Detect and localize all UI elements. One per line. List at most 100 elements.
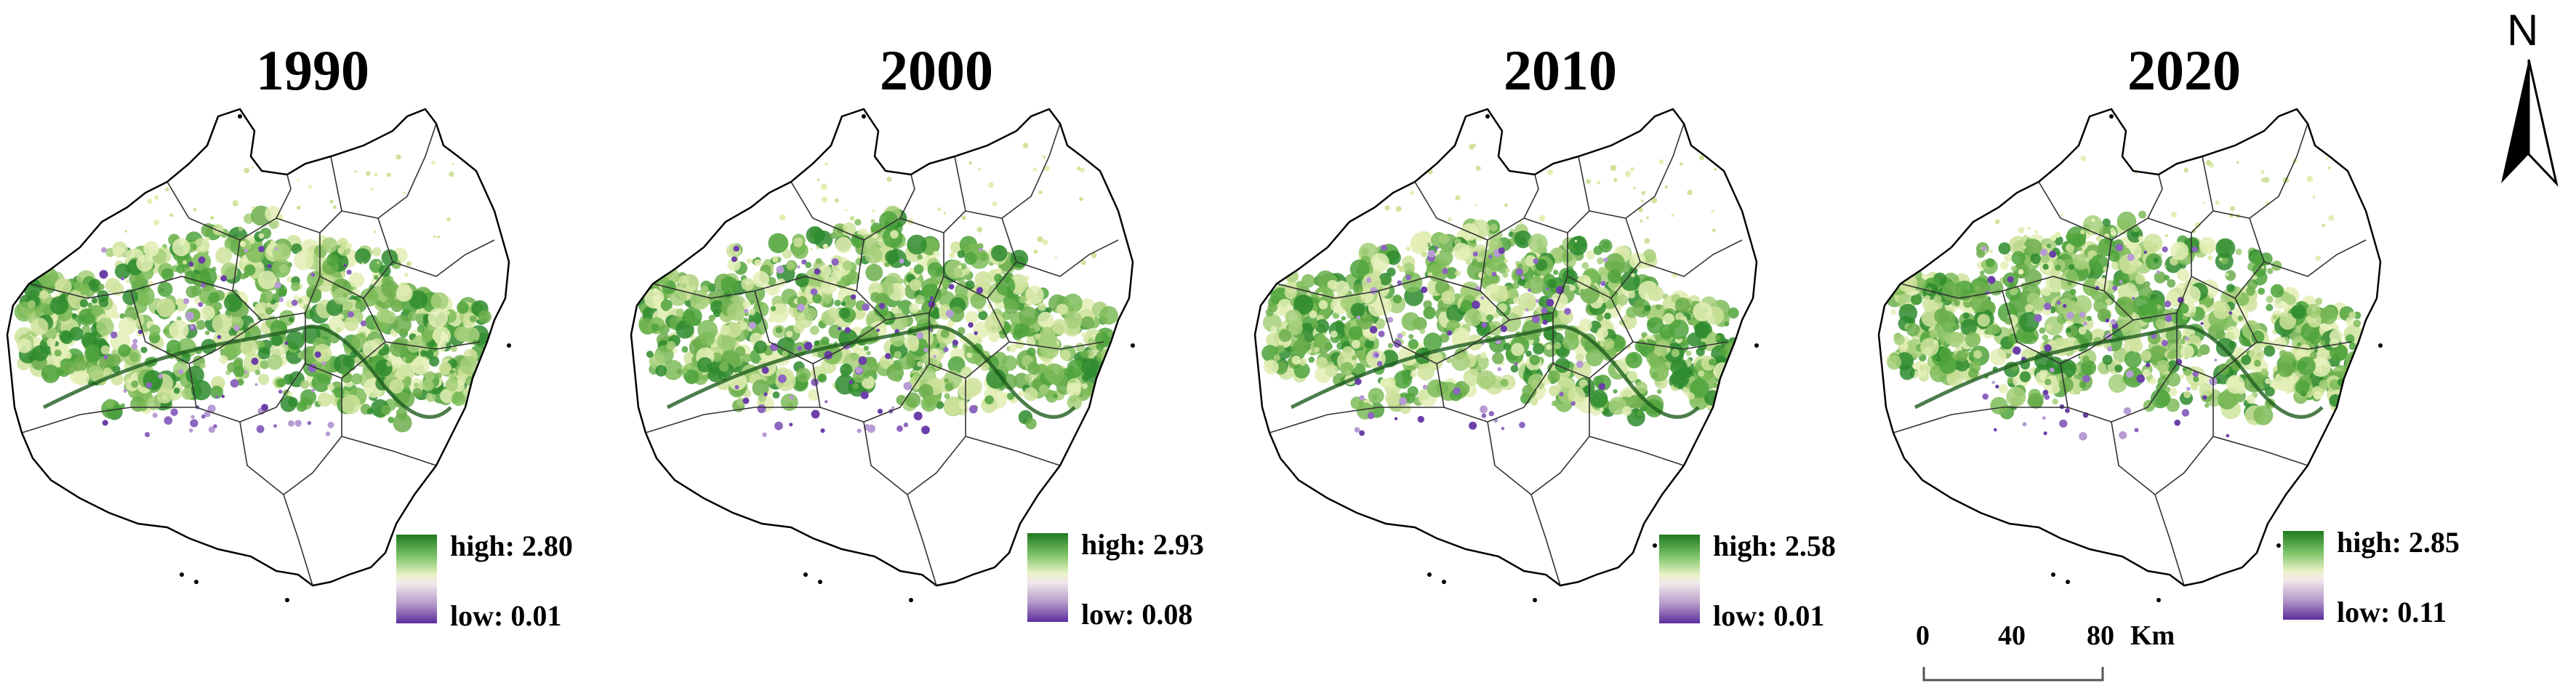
district-boundary (1269, 407, 1444, 434)
island-outline (1253, 108, 1759, 602)
island-outline (1877, 108, 2383, 602)
district-boundary (1530, 494, 1561, 586)
islet (194, 580, 198, 584)
district-boundary (2212, 436, 2308, 466)
north-letter: N (2507, 6, 2539, 55)
district-boundary (1893, 407, 2068, 434)
legend-color-ramp (2283, 531, 2324, 620)
district-boundary (1436, 313, 1554, 423)
district-boundary (965, 436, 1061, 466)
district-boundary (907, 494, 937, 586)
district-boundary (2234, 297, 2352, 350)
district-boundary (1001, 217, 1119, 277)
island-outline (630, 108, 1135, 602)
legend-high-label: high: 2.93 (1081, 528, 1204, 561)
coastline (1253, 108, 1758, 587)
islet (1131, 343, 1135, 348)
district-boundary (377, 217, 495, 277)
district-boundary (965, 123, 1061, 219)
islet (2378, 343, 2383, 348)
district-boundary (1480, 233, 1568, 321)
panel-title: 2020 (2127, 39, 2241, 102)
islet (803, 572, 808, 577)
vegetation-patches (1885, 151, 2366, 441)
legend-low-label: low: 0.01 (1713, 599, 1825, 632)
islet (238, 114, 242, 119)
district-boundary (812, 313, 930, 423)
islet (2066, 580, 2070, 584)
islet (862, 114, 866, 119)
islet (818, 580, 822, 584)
legend-color-ramp (396, 535, 437, 623)
map-panel-2020: 2020 high: 2.85 low: 0.11 (1871, 0, 2497, 699)
islet (1754, 343, 1759, 348)
north-arrow-icon (2501, 59, 2559, 187)
vegetation-patches (638, 143, 1118, 437)
district-boundary (1523, 156, 1590, 233)
district-boundary (166, 174, 292, 241)
legend-high-label: high: 2.58 (1713, 530, 1836, 562)
legend-color-ramp (1659, 535, 1700, 623)
legend-low-label: low: 0.01 (450, 599, 562, 632)
island-map (1877, 108, 2383, 602)
islet (507, 343, 511, 348)
district-boundary (790, 174, 915, 241)
district-boundary (1589, 436, 1685, 466)
island-outline (6, 108, 511, 602)
district-boundary (1625, 217, 1743, 277)
coastline (630, 108, 1134, 587)
islet (1442, 580, 1446, 584)
district-boundary (645, 407, 820, 434)
vegetation-patches (1261, 143, 1744, 436)
district-boundary (2038, 174, 2163, 241)
islet (285, 598, 289, 602)
islet (909, 598, 913, 602)
district-boundary (363, 297, 481, 350)
district-boundary (863, 378, 966, 496)
district-boundary (21, 407, 196, 434)
islet (180, 572, 184, 577)
district-boundary (2212, 123, 2308, 219)
district-boundary (2060, 313, 2178, 423)
island-map (630, 108, 1135, 602)
islet (2109, 114, 2114, 119)
panel-title: 1990 (256, 39, 369, 102)
islet (2276, 543, 2281, 548)
district-boundary (283, 494, 313, 586)
scale-bar: 0 40 80 Km (1912, 620, 2175, 695)
vegetation-patches (14, 148, 497, 438)
scale-tick-40: 40 (1998, 620, 2026, 651)
dense-vegetation-line (42, 324, 452, 419)
panel-title: 2010 (1504, 39, 1617, 102)
map-panel-2010: 2010 high: 2.58 low: 0.01 (1248, 0, 1873, 699)
legend-color-ramp (1027, 533, 1068, 622)
district-boundary (899, 156, 966, 233)
islet (1485, 114, 1490, 119)
district-boundary (2103, 233, 2192, 321)
coastline (6, 108, 510, 587)
district-boundary (1589, 123, 1685, 219)
district-boundary (188, 313, 306, 423)
district-boundary (987, 297, 1104, 350)
islet (2051, 572, 2055, 577)
islet (1427, 572, 1432, 577)
islet (1533, 598, 1537, 602)
scale-unit: Km (2130, 620, 2175, 651)
dense-vegetation-line (1914, 324, 2324, 419)
district-boundary (239, 378, 342, 496)
island-map (6, 108, 511, 602)
district-boundary (2154, 494, 2185, 586)
district-boundary (856, 233, 944, 321)
district-boundary (341, 123, 437, 219)
panel-title: 2000 (880, 39, 993, 102)
district-boundary (2111, 378, 2214, 496)
district-boundary (1414, 174, 1539, 241)
district-boundary (2147, 156, 2214, 233)
legend-high-label: high: 2.85 (2337, 526, 2460, 559)
map-panel-2000: 2000 high: 2.93 low: 0.08 (624, 0, 1249, 699)
island-map (1253, 108, 1759, 602)
district-boundary (276, 156, 342, 233)
district-boundary (232, 233, 321, 321)
district-boundary (1610, 297, 1728, 350)
islet (1653, 543, 1657, 548)
